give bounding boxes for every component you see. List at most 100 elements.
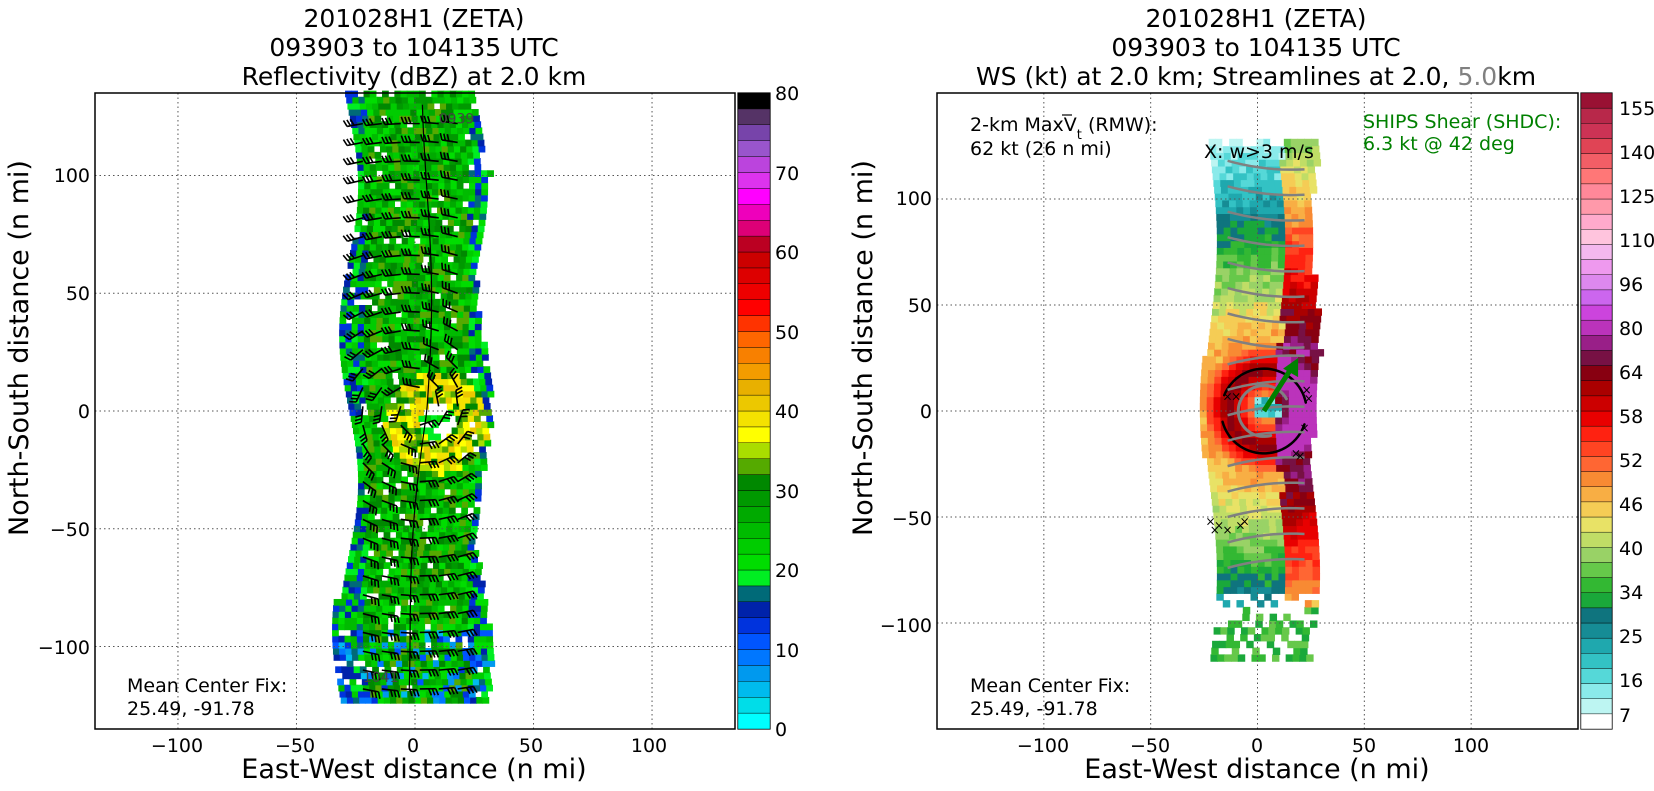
wind-barb-shaft xyxy=(404,293,420,294)
reflectivity-colorbar-segment xyxy=(738,125,770,141)
reflectivity-cell xyxy=(430,115,437,122)
reflectivity-cell xyxy=(420,238,427,245)
windspeed-cell xyxy=(1305,268,1312,275)
reflectivity-cell xyxy=(437,164,444,171)
reflectivity-cell xyxy=(401,274,408,281)
reflectivity-cell xyxy=(472,519,479,526)
windspeed-cell xyxy=(1222,471,1229,478)
windspeed-cell xyxy=(1272,485,1279,492)
reflectivity-cell xyxy=(362,550,369,557)
reflectivity-cell xyxy=(389,568,396,575)
reflectivity-cell xyxy=(363,507,370,514)
reflectivity-cell xyxy=(432,127,439,134)
wind-barb-flag xyxy=(374,525,375,532)
reflectivity-cell xyxy=(367,403,374,410)
windspeed-cell xyxy=(1286,492,1293,499)
reflectivity-cell xyxy=(464,660,471,667)
reflectivity-cell xyxy=(395,470,402,477)
reflectivity-cell xyxy=(480,617,487,624)
reflectivity-cell xyxy=(450,605,457,612)
reflectivity-cell xyxy=(461,623,468,630)
windspeed-cell xyxy=(1216,336,1223,343)
windspeed-cell xyxy=(1282,512,1289,519)
right-cbar-tick: 16 xyxy=(1619,670,1643,692)
reflectivity-cell xyxy=(479,679,486,686)
windspeed-cell xyxy=(1235,464,1242,471)
reflectivity-cell xyxy=(466,256,473,263)
windspeed-cell xyxy=(1207,424,1214,431)
reflectivity-cell xyxy=(487,170,494,177)
windspeed-cell xyxy=(1215,342,1222,349)
windspeed-cell xyxy=(1278,227,1285,234)
reflectivity-cell xyxy=(458,697,465,704)
windspeed-cell xyxy=(1306,227,1313,234)
windspeed-cell xyxy=(1277,336,1284,343)
windspeed-cell xyxy=(1237,566,1244,573)
reflectivity-cell xyxy=(378,299,385,306)
reflectivity-cell xyxy=(368,409,375,416)
reflectivity-cell xyxy=(404,587,411,594)
reflectivity-cell xyxy=(354,262,361,269)
reflectivity-cell xyxy=(476,562,483,569)
reflectivity-colorbar-segment xyxy=(738,459,770,475)
reflectivity-cell xyxy=(450,91,457,98)
windspeed-cell xyxy=(1222,342,1229,349)
wind-barb-flag xyxy=(429,538,432,544)
windspeed-cell xyxy=(1251,580,1258,587)
reflectivity-cell xyxy=(363,623,370,630)
windspeed-cell xyxy=(1200,403,1207,410)
reflectivity-cell xyxy=(338,617,345,624)
windspeed-cell xyxy=(1217,485,1224,492)
reflectivity-cell xyxy=(332,623,339,630)
wind-barb-flag xyxy=(347,196,351,202)
windspeed-cell xyxy=(1220,627,1227,634)
windspeed-cell xyxy=(1285,247,1292,254)
windspeed-cell xyxy=(1295,173,1302,180)
reflectivity-cell xyxy=(383,183,390,190)
windspeed-cell xyxy=(1224,227,1231,234)
reflectivity-cell xyxy=(395,495,402,502)
reflectivity-cell xyxy=(462,501,469,508)
reflectivity-cell xyxy=(400,415,407,422)
wind-barb-flag xyxy=(378,599,379,606)
wind-barb-flag xyxy=(402,323,404,330)
reflectivity-cell xyxy=(458,232,465,239)
reflectivity-cell xyxy=(387,513,394,520)
windspeed-cell xyxy=(1226,173,1233,180)
left-xtick: 100 xyxy=(631,735,667,757)
reflectivity-cell xyxy=(413,121,420,128)
reflectivity-cell xyxy=(474,385,481,392)
reflectivity-cell xyxy=(480,385,487,392)
reflectivity-cell xyxy=(420,183,427,190)
windspeed-cell xyxy=(1221,349,1228,356)
reflectivity-cell xyxy=(402,562,409,569)
reflectivity-cell xyxy=(474,623,481,630)
reflectivity-cell xyxy=(359,562,366,569)
windspeed-cell xyxy=(1281,173,1288,180)
reflectivity-cell xyxy=(418,623,425,630)
reflectivity-cell xyxy=(351,623,358,630)
reflectivity-cell xyxy=(365,127,372,134)
reflectivity-cell xyxy=(404,293,411,300)
windspeed-cell xyxy=(1252,492,1259,499)
reflectivity-colorbar-segment xyxy=(738,411,770,427)
left-title-line2: 093903 to 104135 UTC xyxy=(269,33,558,62)
reflectivity-cell xyxy=(462,164,469,171)
windspeed-cell xyxy=(1274,308,1281,315)
reflectivity-cell xyxy=(400,544,407,551)
reflectivity-cell xyxy=(392,146,399,153)
reflectivity-cell xyxy=(357,623,364,630)
windspeed-cell xyxy=(1306,485,1313,492)
reflectivity-cell xyxy=(458,305,465,312)
reflectivity-cell xyxy=(395,568,402,575)
windspeed-cell xyxy=(1211,492,1218,499)
reflectivity-cell xyxy=(354,666,361,673)
reflectivity-cell xyxy=(419,611,426,618)
reflectivity-cell xyxy=(473,152,480,159)
reflectivity-cell xyxy=(413,201,420,208)
reflectivity-cell xyxy=(358,189,365,196)
wind-barb-flag xyxy=(397,524,398,531)
reflectivity-cell xyxy=(341,360,348,367)
reflectivity-cell xyxy=(423,587,430,594)
windspeed-colorbar-segment xyxy=(1581,623,1612,638)
